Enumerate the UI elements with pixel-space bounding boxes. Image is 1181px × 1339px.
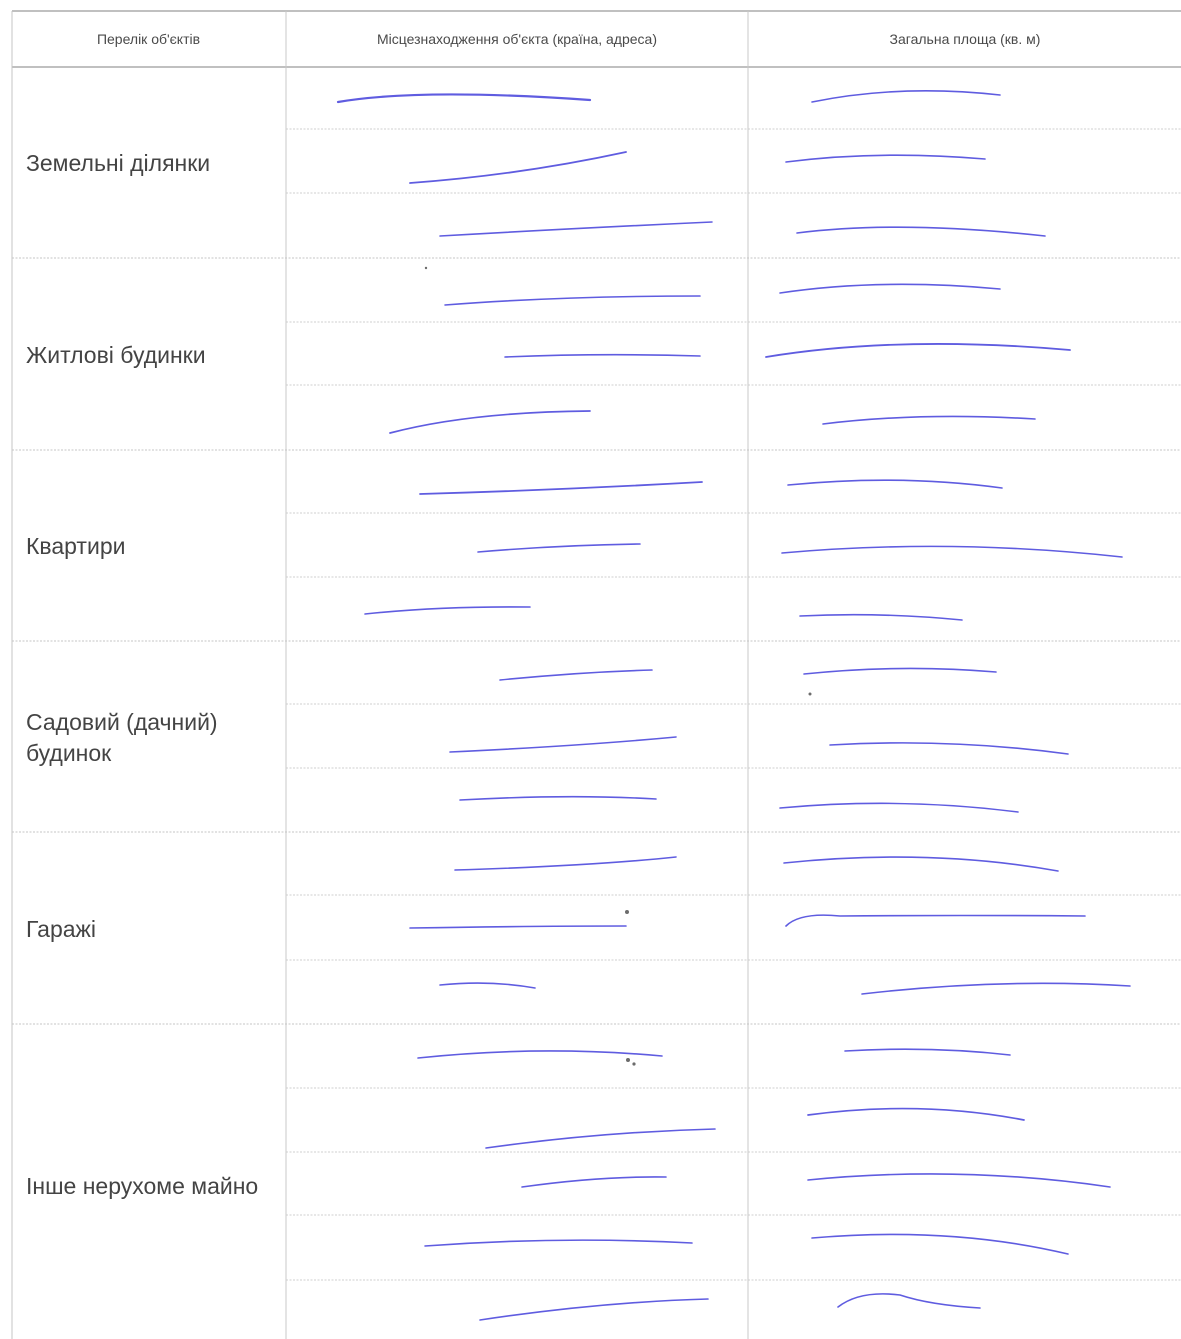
category-garages: Гаражі — [26, 916, 97, 942]
pen-strike-mark — [419, 481, 703, 495]
pen-strike-mark — [439, 982, 536, 989]
pen-strike-mark — [364, 606, 531, 615]
header-total-area: Загальна площа (кв. м) — [889, 31, 1041, 47]
pen-strike-mark — [454, 856, 677, 871]
pen-strike-mark — [409, 925, 627, 929]
pen-strike-mark — [499, 669, 653, 681]
row-dividers — [286, 128, 1181, 1281]
category-land-plots: Земельні ділянки — [26, 150, 211, 176]
pen-strike-mark — [785, 154, 986, 163]
pen-strike-mark — [807, 1107, 1025, 1121]
pen-strike-mark — [807, 1173, 1111, 1188]
pen-strike-mark — [504, 353, 701, 358]
pen-strike-mark — [439, 221, 713, 237]
header-location: Місцезнаходження об'єкта (країна, адреса… — [377, 31, 657, 47]
pen-strike-mark — [861, 982, 1131, 995]
pen-strike-mark — [803, 667, 997, 675]
pen-strike-mark — [479, 1298, 709, 1321]
pen-strike-mark — [765, 343, 1071, 358]
pen-strike-mark — [459, 795, 657, 801]
pen-strike-mark — [779, 802, 1019, 813]
pen-strike-mark — [811, 90, 1001, 103]
area-pen-marks — [765, 90, 1131, 1309]
scan-speck — [424, 266, 428, 270]
pen-strike-mark — [837, 1293, 981, 1309]
category-residential-houses: Житлові будинки — [26, 342, 206, 368]
pen-strike-mark — [822, 415, 1036, 425]
pen-strike-mark — [336, 93, 592, 104]
pen-strike-mark — [477, 543, 641, 553]
pen-strike-mark — [811, 1233, 1069, 1255]
category-garden-house: Садовий (дачний) будинок — [26, 709, 218, 766]
pen-strike-mark — [787, 479, 1003, 489]
scan-speck — [625, 910, 629, 914]
pen-strike-mark — [829, 742, 1069, 755]
pen-strike-mark — [417, 1050, 663, 1059]
category-other-real-estate: Інше нерухоме майно — [26, 1173, 259, 1199]
pen-strike-mark — [781, 545, 1123, 558]
pen-strike-mark — [444, 295, 701, 306]
pen-strike-mark — [409, 151, 627, 184]
scan-speck — [626, 1058, 630, 1062]
pen-strike-mark — [799, 613, 963, 621]
pen-strike-mark — [521, 1176, 667, 1188]
pen-strike-mark — [796, 226, 1046, 237]
header-objects-list: Перелік об'єктів — [96, 31, 201, 47]
pen-strike-mark — [449, 736, 677, 753]
pen-strike-mark — [783, 856, 1059, 872]
pen-strike-mark — [424, 1239, 693, 1247]
pen-strike-mark — [844, 1048, 1011, 1056]
location-pen-marks — [336, 93, 716, 1321]
pen-strike-mark — [389, 410, 591, 434]
scan-specks — [424, 266, 812, 1066]
category-apartments: Квартири — [26, 533, 126, 559]
pen-strike-mark — [779, 283, 1001, 294]
scan-speck — [808, 692, 812, 696]
pen-strike-mark — [785, 914, 1086, 927]
scan-speck — [632, 1062, 636, 1066]
pen-strike-mark — [485, 1128, 716, 1149]
